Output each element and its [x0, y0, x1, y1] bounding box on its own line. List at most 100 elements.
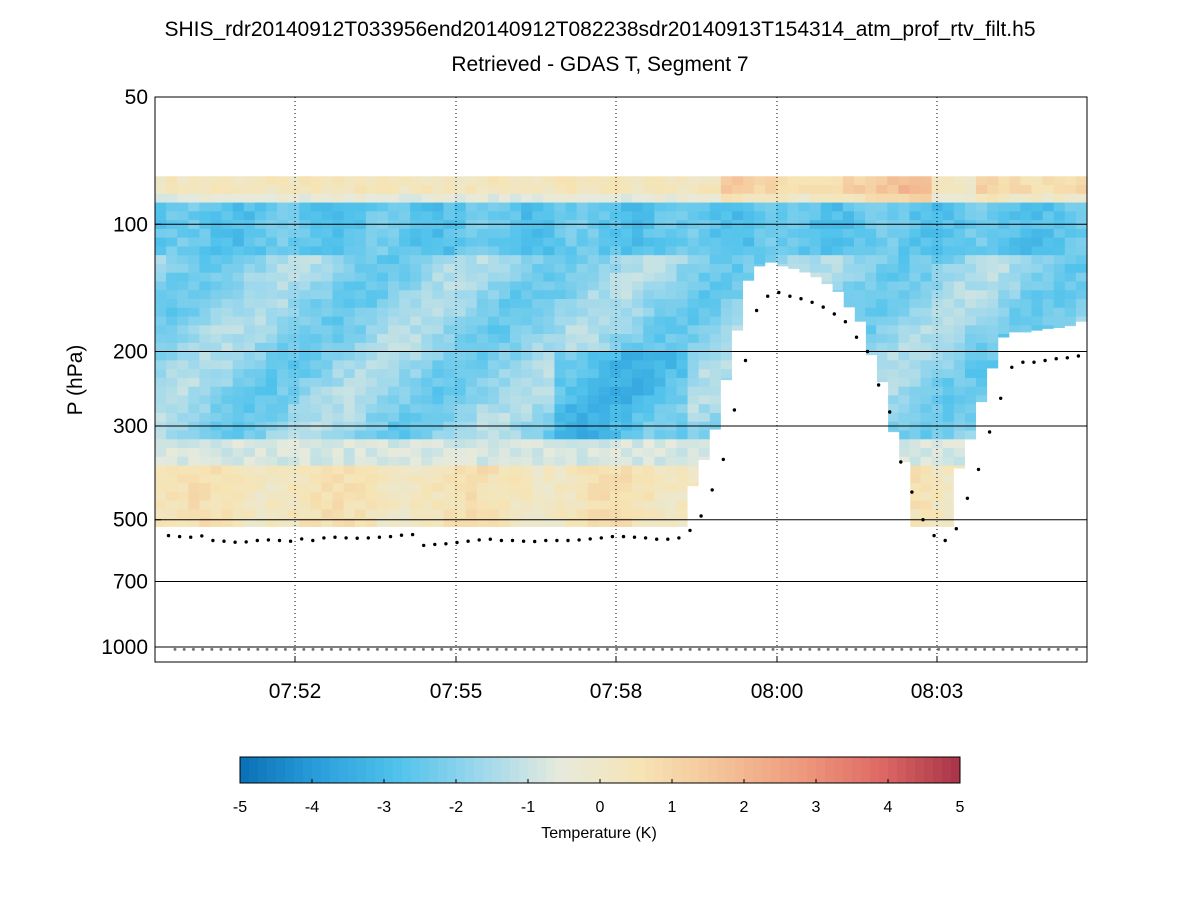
heatmap-cell: [332, 386, 345, 397]
heatmap-cell: [388, 185, 400, 195]
heatmap-cell: [731, 299, 744, 309]
heatmap-cell: [454, 351, 467, 361]
heatmap-cell: [621, 237, 633, 248]
heatmap-cell: [388, 439, 400, 449]
heatmap-cell: [254, 299, 267, 309]
heatmap-cell: [543, 220, 556, 230]
heatmap-cell: [643, 351, 655, 361]
cloud-top-point: [577, 538, 581, 542]
heatmap-cell: [543, 351, 556, 361]
heatmap-cell: [354, 185, 367, 195]
heatmap-cell: [909, 263, 922, 274]
heatmap-cell: [909, 518, 922, 528]
heatmap-cell: [521, 491, 533, 502]
heatmap-cell: [365, 395, 378, 405]
heatmap-cell: [576, 448, 589, 458]
heatmap-cell: [942, 351, 955, 361]
no-data-region: [643, 526, 656, 662]
heatmap-cell: [920, 360, 933, 370]
heatmap-cell: [432, 307, 445, 318]
heatmap-cell: [487, 185, 500, 195]
heatmap-cell: [598, 255, 611, 265]
heatmap-cell: [476, 360, 489, 370]
heatmap-cell: [265, 228, 278, 239]
heatmap-cell: [654, 325, 666, 335]
heatmap-cell: [465, 281, 478, 291]
colorbar-segment: [663, 757, 673, 783]
cloud-top-point: [799, 297, 803, 301]
heatmap-cell: [498, 272, 511, 283]
heatmap-cell: [521, 334, 533, 344]
heatmap-cell: [265, 386, 278, 397]
heatmap-cell: [221, 412, 234, 423]
heatmap-cell: [454, 325, 467, 335]
heatmap-cell: [521, 281, 533, 291]
heatmap-cell: [465, 369, 478, 379]
heatmap-cell: [410, 377, 422, 388]
heatmap-cell: [654, 185, 666, 195]
heatmap-cell: [388, 255, 400, 265]
heatmap-cell: [487, 369, 500, 379]
heatmap-cell: [254, 281, 267, 291]
heatmap-cell: [1075, 255, 1088, 265]
heatmap-cell: [931, 307, 944, 318]
heatmap-cell: [376, 255, 389, 265]
heatmap-cell: [909, 211, 922, 221]
heatmap-cell: [265, 509, 278, 519]
heatmap-cell: [299, 176, 311, 186]
heatmap-cell: [920, 430, 933, 440]
y-axis-label: P (hPa): [64, 345, 87, 416]
heatmap-cell: [232, 483, 245, 493]
colorbar-segment: [267, 757, 277, 783]
heatmap-cell: [964, 228, 977, 239]
heatmap-cell: [621, 430, 633, 440]
cloud-top-point: [610, 534, 615, 539]
heatmap-cell: [776, 193, 789, 204]
heatmap-cell: [299, 369, 311, 379]
heatmap-cell: [964, 263, 977, 274]
heatmap-cell: [654, 316, 666, 326]
heatmap-cell: [565, 237, 578, 248]
heatmap-cell: [521, 518, 533, 528]
heatmap-cell: [709, 325, 722, 335]
heatmap-cell: [454, 474, 467, 484]
heatmap-cell: [388, 491, 400, 502]
heatmap-cell: [521, 360, 533, 370]
heatmap-cell: [576, 395, 589, 405]
heatmap-cell: [166, 237, 178, 248]
heatmap-cell: [987, 228, 999, 239]
heatmap-cell: [521, 263, 533, 274]
heatmap-cell: [643, 430, 655, 440]
heatmap-cell: [953, 176, 966, 186]
heatmap-cell: [321, 500, 334, 511]
heatmap-cell: [188, 377, 200, 388]
heatmap-cell: [576, 386, 589, 397]
heatmap-cell: [665, 220, 678, 230]
heatmap-cell: [465, 351, 478, 361]
heatmap-cell: [166, 474, 178, 484]
colorbar-segment: [672, 757, 682, 783]
heatmap-cell: [354, 369, 367, 379]
heatmap-cell: [399, 220, 411, 230]
heatmap-cell: [343, 483, 356, 493]
heatmap-cell: [155, 342, 167, 353]
heatmap-cell: [432, 290, 445, 300]
heatmap-cell: [676, 465, 689, 475]
heatmap-cell: [476, 439, 489, 449]
heatmap-cell: [487, 439, 500, 449]
no-data-region: [809, 277, 822, 662]
surface-point: [477, 647, 481, 651]
colorbar-segment: [420, 757, 430, 783]
heatmap-cell: [532, 456, 544, 467]
heatmap-cell: [388, 404, 400, 414]
heatmap-cell: [1064, 211, 1077, 221]
heatmap-cell: [1031, 316, 1044, 326]
heatmap-cell: [487, 430, 500, 440]
heatmap-cell: [199, 176, 212, 186]
heatmap-cell: [454, 263, 467, 274]
heatmap-cell: [865, 246, 877, 256]
heatmap-cell: [454, 307, 467, 318]
heatmap-cell: [798, 176, 811, 186]
heatmap-cell: [931, 220, 944, 230]
heatmap-cell: [632, 360, 644, 370]
